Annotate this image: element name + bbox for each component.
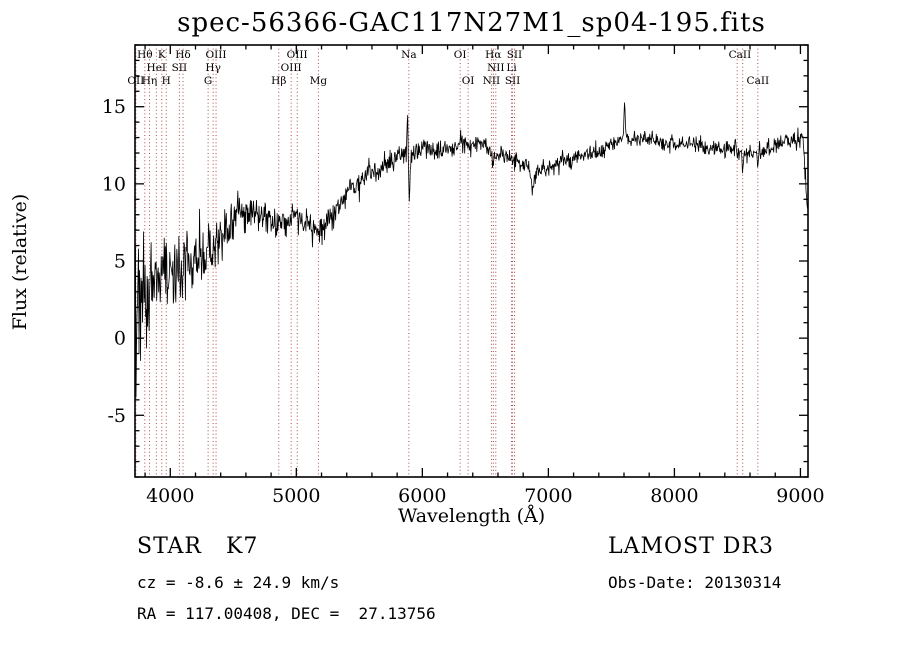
y-tick-label: 0 [114, 328, 126, 350]
spectral-line-label: OI [462, 75, 475, 87]
spectral-line-label: OIII [281, 62, 302, 74]
spectral-line-label: Hδ [175, 49, 190, 61]
spectral-line-label: OIII [287, 49, 308, 61]
x-tick-label: 6000 [398, 485, 446, 507]
classification-label: STAR K7 [137, 534, 259, 559]
y-axis-title: Flux (relative) [9, 193, 31, 331]
plot-title: spec-56366-GAC117N27M1_sp04-195.fits [177, 8, 766, 38]
spectral-line-label: NII [487, 62, 504, 74]
x-tick-label: 7000 [524, 485, 572, 507]
spectral-line-label: Li [506, 62, 517, 74]
spectral-line-label: Na [401, 49, 416, 61]
survey-label: LAMOST DR3 [608, 534, 774, 559]
spectral-line-label: HeI [147, 62, 167, 74]
obs-date: Obs-Date: 20130314 [608, 573, 782, 592]
spectral-line-label: Hγ [205, 62, 220, 74]
x-tick-label: 5000 [272, 485, 320, 507]
spectral-line-label: CaII [747, 75, 770, 87]
spectral-line-label: H [162, 75, 171, 87]
spectral-line-label: CaII [729, 49, 752, 61]
spectral-line-label: Hη [142, 75, 157, 87]
cz-value: cz = -8.6 ± 24.9 km/s [137, 573, 340, 592]
spectral-line-label: G [204, 75, 212, 87]
spectral-line-label: Hα [485, 49, 501, 61]
x-tick-label: 8000 [650, 485, 698, 507]
spectral-line-label: Hβ [271, 75, 286, 87]
y-tick-label: 15 [102, 96, 126, 118]
spectral-line-label: NII [483, 75, 500, 87]
y-tick-label: 10 [102, 173, 126, 195]
spectral-line-label: OI [454, 49, 467, 61]
spectrum-trace [134, 102, 809, 398]
y-tick-label: -5 [107, 405, 126, 427]
x-tick-label: 4000 [146, 485, 194, 507]
x-tick-label: 9000 [776, 485, 824, 507]
plot-frame [134, 44, 809, 478]
spectral-line-label: SII [505, 75, 521, 87]
coordinates: RA = 117.00408, DEC = 27.13756 [137, 604, 436, 623]
spectral-line-label: Hθ [137, 49, 152, 61]
spectral-line-label: OII [127, 75, 144, 87]
spectral-line-label: SII [507, 49, 523, 61]
spectral-line-label: SII [172, 62, 188, 74]
spectral-line-label: OIII [206, 49, 227, 61]
spectral-line-label: Mg [310, 75, 328, 87]
spectral-line-label: K [158, 49, 166, 61]
x-axis-title: Wavelength (Å) [397, 505, 546, 527]
y-tick-label: 5 [114, 251, 126, 273]
